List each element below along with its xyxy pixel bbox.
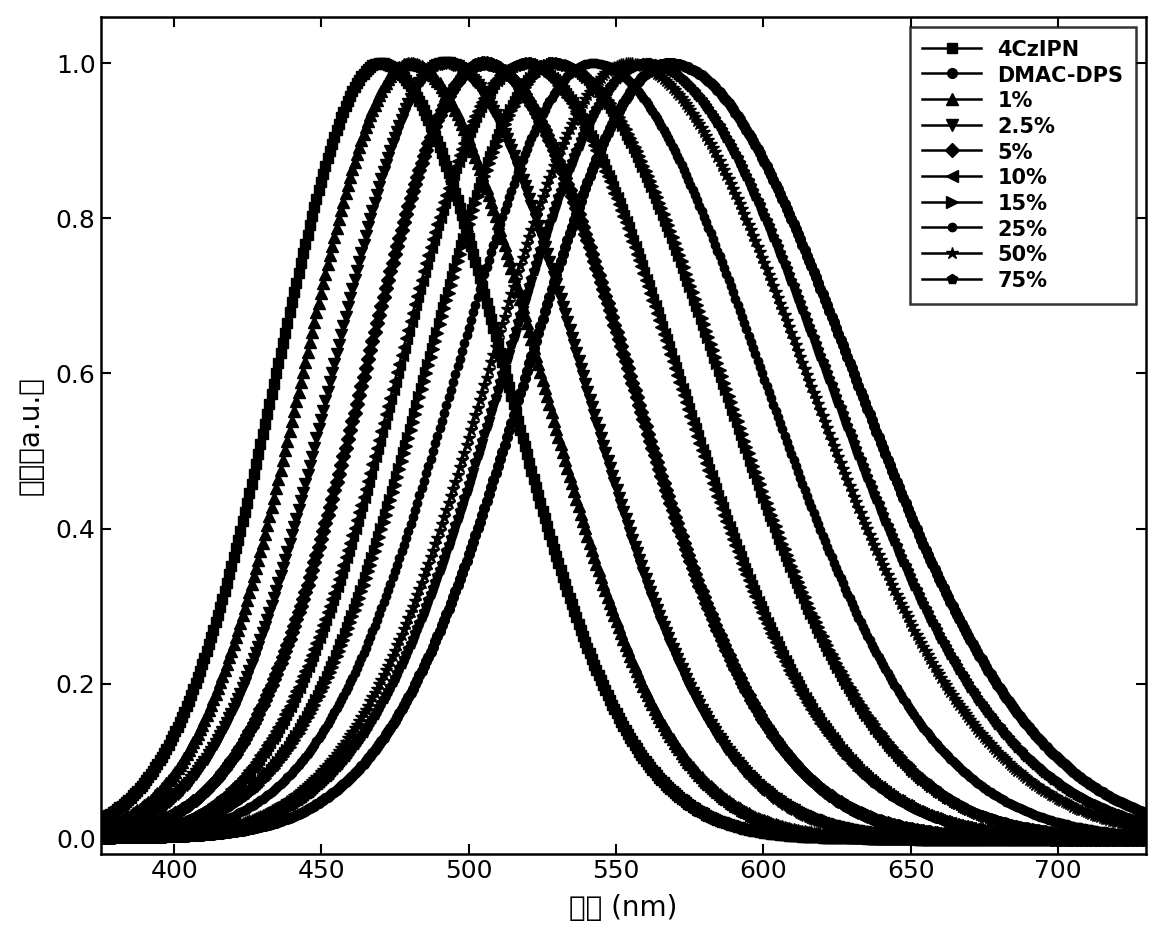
5%	[557, 169, 571, 180]
4CzIPN	[373, 57, 387, 69]
50%	[207, 824, 221, 836]
15%	[207, 810, 221, 822]
2.5%	[79, 829, 93, 840]
Line: DMAC-DPS: DMAC-DPS	[81, 58, 1163, 843]
4CzIPN	[557, 576, 571, 587]
1%	[402, 57, 416, 69]
75%	[207, 826, 221, 838]
4CzIPN	[508, 406, 522, 417]
1%	[207, 694, 221, 705]
75%	[1056, 781, 1070, 793]
5%	[1056, 833, 1070, 844]
DMAC-DPS	[1056, 758, 1070, 769]
Line: 75%: 75%	[81, 58, 1163, 843]
2.5%	[207, 742, 221, 753]
Line: 4CzIPN: 4CzIPN	[81, 58, 1163, 844]
Line: 50%: 50%	[79, 57, 1163, 845]
25%	[79, 833, 93, 844]
10%	[79, 832, 93, 843]
50%	[557, 137, 571, 148]
75%	[638, 57, 652, 69]
25%	[585, 57, 599, 69]
10%	[557, 86, 571, 98]
25%	[273, 779, 287, 791]
4CzIPN	[1056, 833, 1070, 844]
15%	[557, 58, 571, 69]
25%	[1056, 818, 1070, 829]
Line: 15%: 15%	[80, 57, 1163, 844]
1%	[508, 277, 522, 288]
5%	[273, 659, 287, 670]
Legend: 4CzIPN, DMAC-DPS, 1%, 2.5%, 5%, 10%, 15%, 25%, 50%, 75%: 4CzIPN, DMAC-DPS, 1%, 2.5%, 5%, 10%, 15%…	[909, 27, 1136, 303]
DMAC-DPS	[273, 816, 287, 827]
2.5%	[438, 57, 452, 69]
50%	[621, 57, 635, 69]
5%	[508, 76, 522, 87]
Y-axis label: 强度（a.u.）: 强度（a.u.）	[16, 377, 44, 495]
15%	[79, 832, 93, 843]
25%	[557, 75, 571, 86]
10%	[515, 57, 529, 69]
75%	[79, 833, 93, 844]
15%	[508, 98, 522, 109]
Line: 10%: 10%	[80, 57, 1163, 844]
1%	[557, 451, 571, 462]
10%	[508, 59, 522, 70]
DMAC-DPS	[662, 57, 676, 69]
25%	[207, 818, 221, 829]
4CzIPN	[207, 624, 221, 636]
10%	[1056, 832, 1070, 843]
5%	[207, 777, 221, 789]
2.5%	[508, 155, 522, 166]
2.5%	[273, 573, 287, 584]
50%	[508, 277, 522, 288]
Line: 5%: 5%	[81, 58, 1163, 844]
25%	[508, 175, 522, 186]
50%	[79, 833, 93, 844]
DMAC-DPS	[557, 246, 571, 257]
Line: 2.5%: 2.5%	[80, 57, 1163, 844]
75%	[508, 327, 522, 338]
10%	[207, 798, 221, 809]
4CzIPN	[273, 351, 287, 362]
DMAC-DPS	[207, 829, 221, 840]
1%	[1056, 833, 1070, 844]
5%	[79, 831, 93, 842]
4CzIPN	[79, 820, 93, 831]
75%	[273, 806, 287, 817]
1%	[273, 467, 287, 478]
50%	[273, 800, 287, 811]
15%	[273, 754, 287, 765]
50%	[1056, 795, 1070, 807]
10%	[273, 718, 287, 730]
Line: 1%: 1%	[80, 57, 1163, 844]
DMAC-DPS	[79, 833, 93, 844]
75%	[557, 177, 571, 189]
X-axis label: 波长 (nm): 波长 (nm)	[569, 894, 678, 922]
15%	[550, 57, 564, 69]
2.5%	[557, 305, 571, 316]
DMAC-DPS	[508, 405, 522, 416]
15%	[1056, 827, 1070, 839]
1%	[79, 826, 93, 838]
2.5%	[1056, 833, 1070, 844]
5%	[477, 57, 491, 69]
Line: 25%: 25%	[81, 59, 1163, 842]
